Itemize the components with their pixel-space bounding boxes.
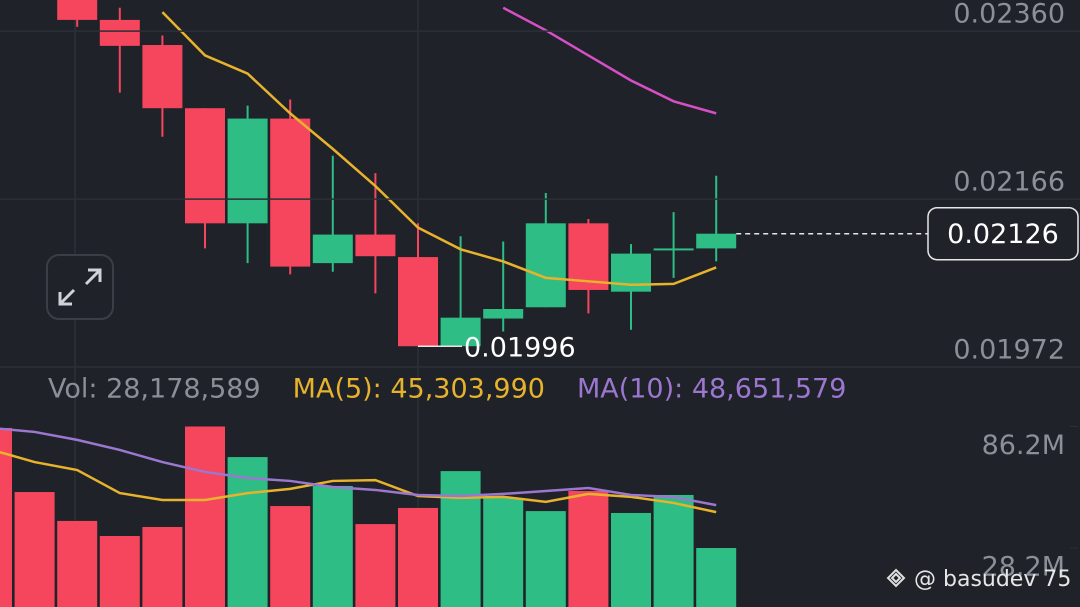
volume-bar xyxy=(440,471,481,607)
last-price-box xyxy=(927,206,1079,261)
volume-bar xyxy=(185,426,225,607)
candle-body xyxy=(355,234,396,257)
watermark-text: @ basudev 75 xyxy=(914,567,1071,592)
low-marker-label: 0.01996 xyxy=(464,333,576,364)
candle-body xyxy=(525,223,566,308)
legend-entry: MA(5): 45,303,990 xyxy=(293,374,545,405)
ma-line xyxy=(0,450,717,514)
legend-entry: Vol: 28,178,589 xyxy=(48,374,261,405)
legend-entry: MA(10): 48,651,579 xyxy=(577,374,846,405)
y-tick-label: 28.2M xyxy=(982,551,1065,582)
candle-body xyxy=(398,257,438,347)
volume-pane xyxy=(0,426,737,607)
ma-line xyxy=(502,6,717,115)
volume-bar xyxy=(270,506,311,607)
candle-body xyxy=(696,233,737,249)
y-tick-label: 0.02166 xyxy=(953,167,1065,198)
watermark-logo xyxy=(886,568,906,588)
volume-bar xyxy=(355,524,396,607)
candle-body xyxy=(312,234,353,264)
volume-bar xyxy=(483,497,524,607)
ma-line xyxy=(161,11,717,287)
volume-bar xyxy=(99,536,140,607)
candle-body xyxy=(440,317,481,347)
watermark: @ basudev 75 xyxy=(886,567,1071,592)
candle-body xyxy=(568,223,609,290)
volume-bar xyxy=(227,457,268,607)
candle-body xyxy=(99,19,140,46)
ma-line xyxy=(0,427,717,507)
volume-bar xyxy=(696,547,737,607)
volume-bar xyxy=(525,511,566,607)
volume-bar xyxy=(14,492,55,607)
expand-button[interactable] xyxy=(46,254,114,320)
volume-bar xyxy=(0,427,12,607)
volume-bar xyxy=(312,485,353,607)
price-pane xyxy=(57,0,737,347)
volume-bar xyxy=(57,520,98,607)
expand-icon xyxy=(58,268,102,306)
overlay: 0.02360 0.02166 0.01972 0.02126 0.01996 86.2M… xyxy=(48,0,1079,582)
last-price-label: 0.02126 xyxy=(947,219,1059,250)
candle-body xyxy=(57,0,98,20)
candle-body xyxy=(142,45,183,109)
candle-body xyxy=(483,309,524,319)
volume-bar xyxy=(653,494,694,607)
candle-body xyxy=(227,118,268,224)
candle-body xyxy=(185,108,225,224)
y-tick-label: 0.01972 xyxy=(953,335,1065,366)
volume-bar xyxy=(142,527,183,607)
candle-body xyxy=(270,118,311,267)
y-tick-label: 86.2M xyxy=(982,430,1065,461)
candle-body xyxy=(653,248,694,251)
volume-bar xyxy=(398,507,438,607)
volume-bar xyxy=(611,512,651,607)
y-tick-label: 0.02360 xyxy=(953,0,1065,30)
volume-bar xyxy=(568,490,609,607)
expand-button-frame[interactable] xyxy=(46,254,114,320)
